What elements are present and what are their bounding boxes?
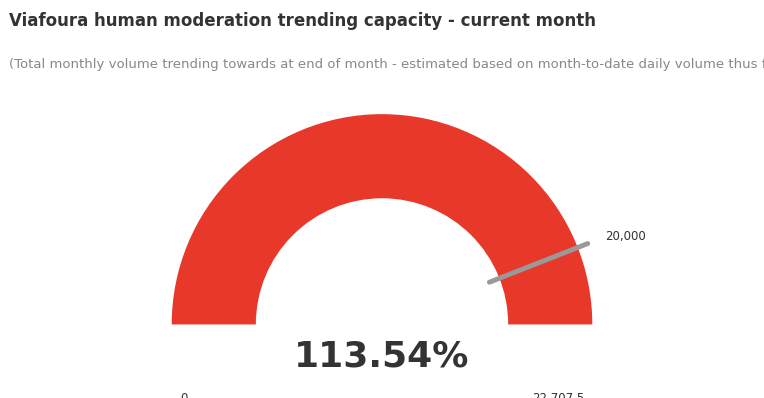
Text: (Total monthly volume trending towards at end of month - estimated based on mont: (Total monthly volume trending towards a… (9, 58, 764, 71)
Text: 0: 0 (180, 392, 187, 398)
Text: 113.54%: 113.54% (294, 340, 470, 374)
Wedge shape (172, 114, 592, 324)
Text: 20,000: 20,000 (605, 230, 646, 243)
Text: Viafoura human moderation trending capacity - current month: Viafoura human moderation trending capac… (9, 12, 596, 30)
Text: 22,707.5: 22,707.5 (532, 392, 584, 398)
